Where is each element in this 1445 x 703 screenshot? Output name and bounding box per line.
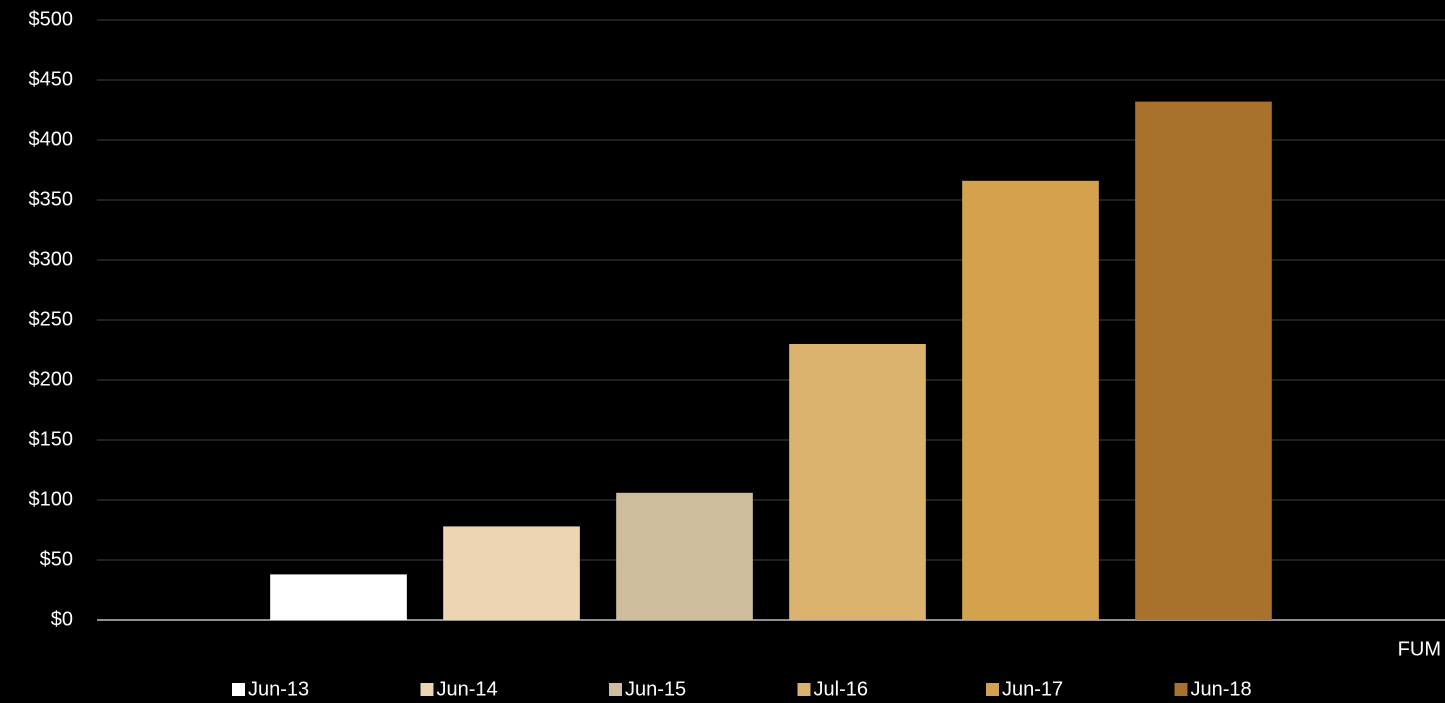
bar: [1135, 101, 1272, 621]
y-tick-label: $250: [29, 308, 74, 330]
legend-label: Jun-14: [437, 678, 498, 700]
legend-swatch: [1174, 683, 1188, 696]
legend-swatch: [609, 683, 622, 696]
bar: [789, 344, 926, 620]
y-tick-label: $100: [29, 488, 74, 510]
x-tick-label: FUM: [1398, 638, 1441, 660]
legend-label: Jun-15: [625, 678, 686, 700]
legend-label: Jun-18: [1191, 678, 1252, 700]
bar: [962, 180, 1099, 621]
legend-swatch: [797, 683, 811, 696]
y-tick-label: $450: [29, 68, 74, 90]
bar: [443, 526, 580, 620]
y-tick-label: $200: [29, 368, 74, 390]
legend-label: Jun-13: [248, 678, 309, 700]
y-tick-label: $300: [29, 248, 74, 270]
legend-swatch: [232, 683, 245, 696]
y-tick-label: $0: [51, 608, 73, 630]
legend-swatch: [420, 683, 434, 696]
y-tick-label: $150: [29, 428, 74, 450]
bar: [616, 492, 753, 620]
y-tick-label: $350: [29, 188, 74, 210]
legend-label: Jun-17: [1002, 678, 1063, 700]
y-tick-label: $50: [40, 548, 73, 570]
y-tick-label: $400: [29, 128, 74, 150]
y-tick-label: $500: [29, 8, 74, 30]
bar: [270, 574, 407, 620]
legend-label: Jul-16: [814, 678, 868, 700]
legend-swatch: [986, 683, 999, 696]
